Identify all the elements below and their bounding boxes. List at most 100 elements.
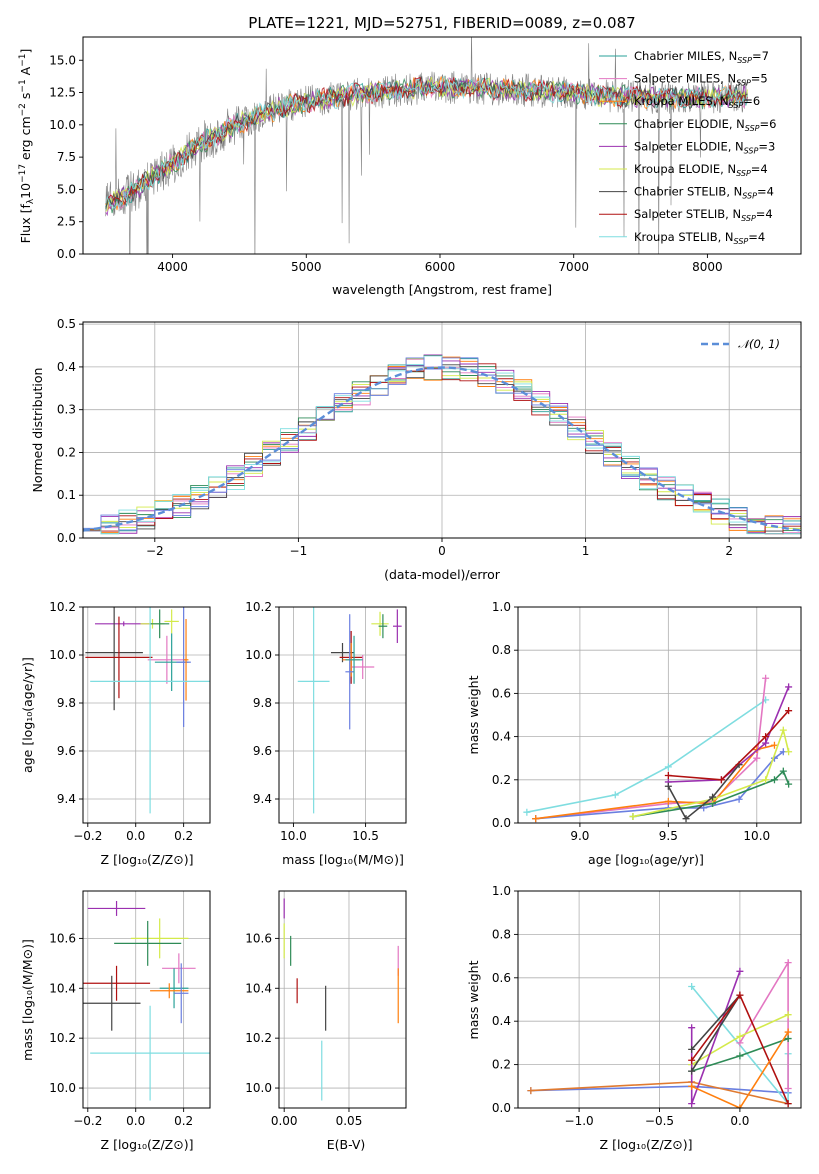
weight_vs_age-line-0-marker-0 bbox=[523, 808, 531, 816]
age_vs_mass-ytick-label-3: 10.0 bbox=[245, 648, 272, 662]
spectrum-plot: 4000 5000 6000 7000 8000 0.0 2.5 5.0 7.5 10.0 12.5… bbox=[49, 36, 802, 274]
mass_vs_Z-point-3 bbox=[162, 953, 196, 984]
panel-weight-vs-Z: −1.0 −0.5 0.0 0.0 0.2 0.4 0.6 0.8 1.0 Z [log₁₀(Z… bbox=[466, 884, 802, 1152]
weight_vs_age-line-5-marker-2 bbox=[762, 776, 770, 784]
mass_vs_Z-ytick-label-0: 10.0 bbox=[49, 1081, 76, 1095]
age_vs_mass-xtick-label-0: 10.0 bbox=[280, 829, 307, 843]
mass_vs_Z-point-4 bbox=[83, 965, 151, 1001]
age_vs_mass-ytick-label-4: 10.2 bbox=[245, 600, 272, 614]
residuals-ytick-label-0: 0.0 bbox=[57, 531, 76, 545]
age_vs_mass-points bbox=[297, 607, 402, 814]
weight_vs_Z-line-7-marker-2 bbox=[688, 1067, 696, 1075]
spectrum-model-line-6 bbox=[105, 75, 748, 208]
spectrum-ytick-label-1: 2.5 bbox=[57, 215, 76, 229]
residuals-histogram-9 bbox=[83, 357, 801, 538]
weight_vs_age-line-8-marker-2 bbox=[762, 733, 770, 741]
age_vs_Z-xtick-label-2: 0.2 bbox=[174, 829, 193, 843]
spectrum-xtick-label-4: 8000 bbox=[692, 260, 723, 274]
weight_vs_Z-grid bbox=[518, 890, 801, 1109]
weight_vs_Z-xtick-label-0: −1.0 bbox=[565, 1114, 594, 1128]
spectrum-frame bbox=[82, 36, 802, 255]
weight_vs_age-line-2 bbox=[535, 751, 784, 820]
age_vs_mass-frame bbox=[278, 606, 407, 824]
weight-vs-Z-xlabel: Z [log₁₀(Z/Z⊙)] bbox=[600, 1137, 693, 1152]
age_vs_Z-ytick-label-4: 10.2 bbox=[49, 600, 76, 614]
mass_vs_ebv-xtick-label-1: 0.05 bbox=[336, 1114, 363, 1128]
mass_vs_ebv-ytick-label-2: 10.4 bbox=[245, 981, 272, 995]
spectrum-xtick-label-2: 6000 bbox=[425, 260, 456, 274]
weight_vs_Z-line-7 bbox=[691, 994, 741, 1072]
age_vs_Z-point-8 bbox=[176, 607, 191, 727]
weight-vs-age-ylabel: mass weight bbox=[466, 675, 481, 754]
weight_vs_age-ytick-label-3: 0.6 bbox=[492, 686, 511, 700]
weight_vs_age-ytick-label-1: 0.2 bbox=[492, 773, 511, 787]
panel-age-vs-mass: 10.0 10.5 9.4 9.6 9.8 10.0 10.2 mass [log₁₀(M/… bbox=[245, 600, 407, 867]
panel-age-vs-Z: −0.2 0.0 0.2 9.4 9.6 9.8 10.0 10.2 Z [log₁₀(Z/Z… bbox=[20, 600, 211, 867]
weight_vs_Z-line-8-marker-1 bbox=[736, 991, 744, 999]
panel-weight-vs-age: 9.0 9.5 10.0 0.0 0.2 0.4 0.6 0.8 1.0 age [log₁₀(… bbox=[466, 600, 802, 867]
mass_vs_Z-ytick-label-1: 10.2 bbox=[49, 1031, 76, 1045]
mass_vs_Z-point-5 bbox=[159, 968, 189, 1009]
weight_vs_Z-line-2-marker-0 bbox=[688, 982, 696, 990]
weight_vs_age-line-8-marker-1 bbox=[717, 776, 725, 784]
spectrum-model-line-8 bbox=[105, 75, 748, 210]
mass_vs_ebv-points bbox=[283, 898, 399, 1101]
age_vs_Z-ytick-label-1: 9.6 bbox=[57, 744, 76, 758]
weight_vs_age-line-7 bbox=[667, 764, 740, 820]
mass_vs_ebv-frame bbox=[278, 890, 407, 1109]
residuals-ylabel: Normed distribution bbox=[30, 368, 45, 493]
age_vs_Z-ytick-label-2: 9.8 bbox=[57, 696, 76, 710]
residuals-ytick-label-2: 0.2 bbox=[57, 445, 76, 459]
weight_vs_age-ytick-label-2: 0.4 bbox=[492, 730, 511, 744]
weight_vs_Z-line-4-marker-2 bbox=[784, 1011, 792, 1019]
residuals-ytick-label-1: 0.1 bbox=[57, 488, 76, 502]
weight_vs_age-line-0-marker-1 bbox=[611, 791, 619, 799]
spectrum-ytick-label-4: 10.0 bbox=[49, 118, 76, 132]
weight_vs_Z-line-6-marker-0 bbox=[688, 1024, 696, 1032]
weight_vs_age-xtick-label-2: 10.0 bbox=[743, 829, 770, 843]
mass_vs_Z-frame bbox=[82, 890, 211, 1109]
spectrum-ytick-label-5: 12.5 bbox=[49, 86, 76, 100]
age_vs_Z-points bbox=[85, 607, 210, 814]
weight_vs_Z-line-8-marker-0 bbox=[688, 1056, 696, 1064]
age-vs-Z-plot: −0.2 0.0 0.2 9.4 9.6 9.8 10.0 10.2 bbox=[49, 600, 211, 843]
weight_vs_Z-line-5-marker-2 bbox=[784, 1035, 792, 1043]
mass_vs_Z-point-9 bbox=[90, 1005, 210, 1101]
weight-vs-age-plot: 9.0 9.5 10.0 0.0 0.2 0.4 0.6 0.8 1.0 bbox=[492, 600, 802, 843]
age-vs-Z-xlabel: Z [log₁₀(Z/Z⊙)] bbox=[101, 852, 194, 867]
age_vs_mass-xtick-label-1: 10.5 bbox=[352, 829, 379, 843]
age_vs_Z-point-4 bbox=[85, 607, 143, 711]
weight_vs_age-line-8-marker-0 bbox=[664, 771, 672, 779]
residuals-legend-label: 𝒩(0, 1) bbox=[738, 337, 780, 351]
weight_vs_age-line-6 bbox=[668, 686, 790, 783]
weight_vs_age-line-3-marker-0 bbox=[532, 815, 540, 823]
weight_vs_age-line-4-marker-2 bbox=[770, 776, 778, 784]
age-vs-Z-ylabel: age [log₁₀(age/yr)] bbox=[20, 657, 35, 773]
residuals-normal-curve bbox=[83, 366, 801, 532]
spectrum-ytick-label-0: 0.0 bbox=[57, 247, 76, 261]
legend-entry-6: Chabrier STELIB, NSSP=4 bbox=[634, 185, 774, 201]
age_vs_mass-point-7 bbox=[345, 614, 355, 730]
spectrum-ylabel: Flux [fλ10−17 erg cm−2 s−1 A−1] bbox=[18, 49, 36, 244]
weight_vs_age-line-8-marker-3 bbox=[785, 707, 793, 715]
weight_vs_Z-ytick-label-1: 0.2 bbox=[492, 1058, 511, 1072]
age_vs_Z-grid bbox=[83, 606, 210, 823]
age_vs_Z-point-2 bbox=[150, 609, 170, 639]
age_vs_mass-point-5 bbox=[351, 655, 375, 679]
weight_vs_age-line-0 bbox=[526, 699, 767, 813]
weight_vs_Z-line-3-marker-2 bbox=[784, 1084, 792, 1092]
spectrum-ytick-label-2: 5.0 bbox=[57, 182, 76, 196]
weight_vs_age-line-3-marker-1 bbox=[664, 797, 672, 805]
weight_vs_Z-line-7-marker-0 bbox=[688, 1045, 696, 1053]
spectrum-ytick-label-6: 15.0 bbox=[49, 53, 76, 67]
weight_vs_Z-line-6-marker-1 bbox=[688, 1100, 696, 1108]
weight_vs_Z-xtick-label-2: 0.0 bbox=[730, 1114, 749, 1128]
spectrum-xtick-label-0: 4000 bbox=[157, 260, 188, 274]
weight_vs_Z-line-6-marker-2 bbox=[736, 967, 744, 975]
weight_vs_Z-xtick-label-1: −0.5 bbox=[645, 1114, 674, 1128]
residuals-xtick-label-2: 0 bbox=[438, 544, 446, 558]
weight_vs_Z-line-8-marker-2 bbox=[784, 1100, 792, 1108]
weight_vs_Z-line-9 bbox=[691, 1031, 789, 1108]
weight_vs_age-ytick-label-0: 0.0 bbox=[492, 816, 511, 830]
